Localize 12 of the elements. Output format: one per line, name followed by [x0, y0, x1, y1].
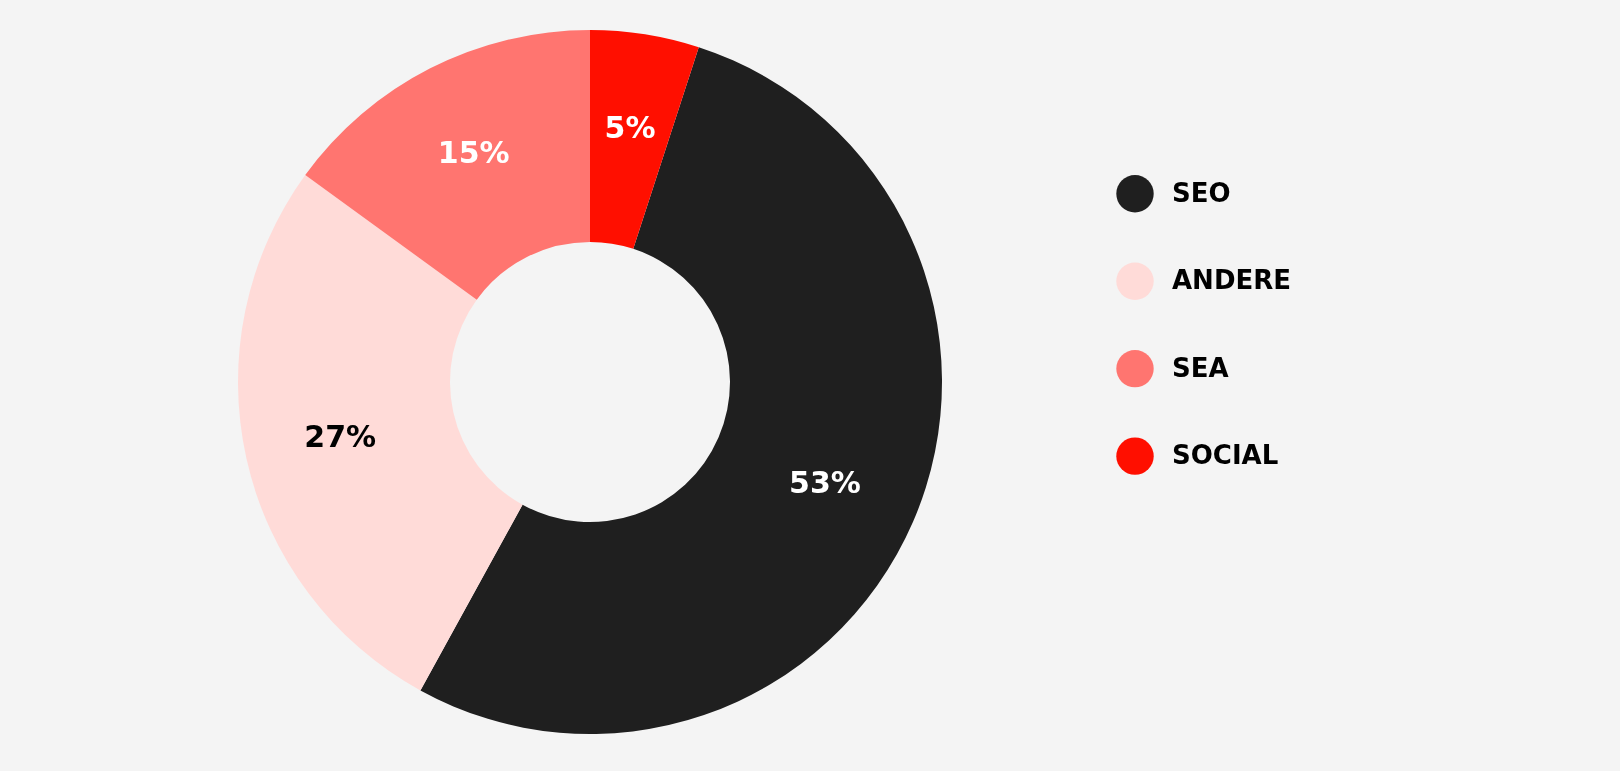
- donut-slice: [305, 30, 590, 300]
- donut-slice: [590, 30, 699, 249]
- donut-slice: [420, 47, 942, 734]
- legend-label: ANDERE: [1172, 265, 1292, 296]
- data-label: 5%: [604, 110, 656, 146]
- data-label: 15%: [437, 134, 510, 170]
- legend-label: SEO: [1172, 177, 1231, 208]
- data-label: 27%: [304, 418, 377, 454]
- legend-label: SEA: [1172, 352, 1229, 383]
- donut-slice: [238, 175, 523, 691]
- data-label: 53%: [789, 464, 861, 500]
- legend-label: SOCIAL: [1172, 440, 1279, 471]
